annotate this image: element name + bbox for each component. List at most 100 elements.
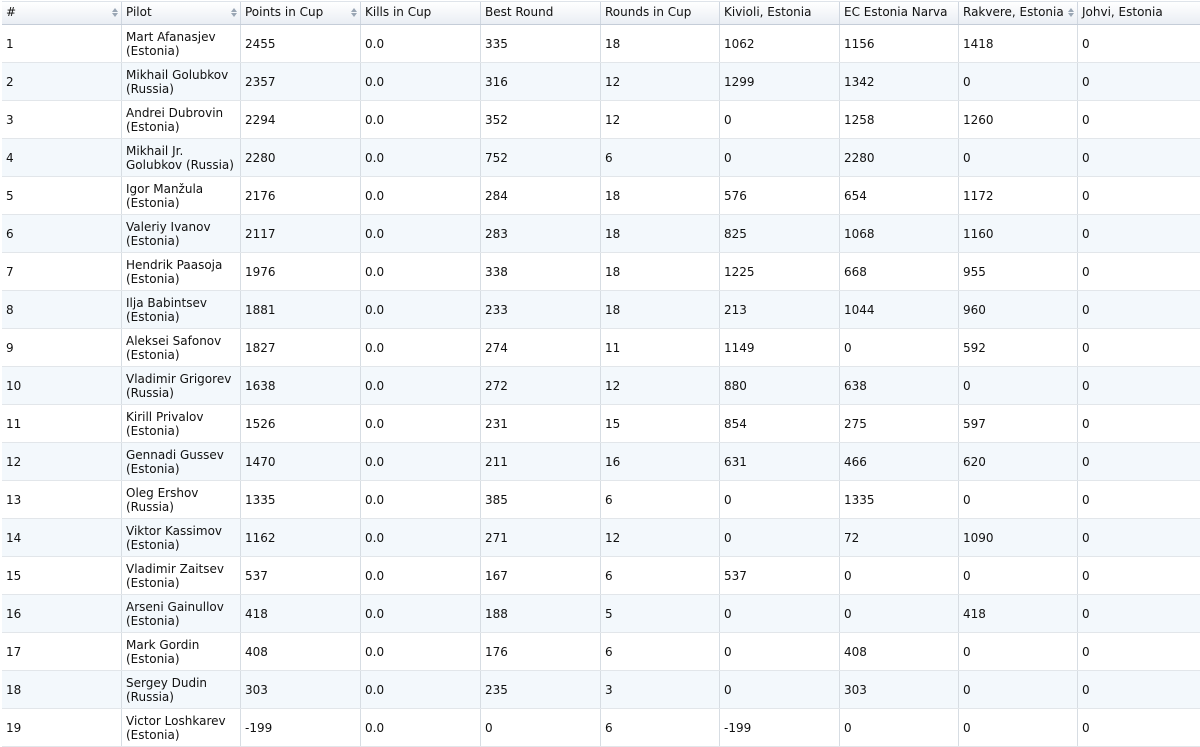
cell-johvi-estonia: 0	[1078, 215, 1200, 252]
cell-value: Vladimir Grigorev (Russia)	[126, 371, 232, 400]
column-header-rank[interactable]: #	[2, 2, 122, 24]
cell-rounds-in-cup: 18	[601, 291, 720, 328]
cell-value: 0	[963, 682, 971, 697]
cell-value: 1258	[844, 112, 875, 127]
column-header-kivioli-estonia[interactable]: Kivioli, Estonia	[720, 2, 840, 24]
cell-best-round: 235	[481, 671, 601, 708]
cell-rakvere-estonia: 1260	[959, 101, 1078, 138]
cell-johvi-estonia: 0	[1078, 481, 1200, 518]
cell-value: 1418	[963, 36, 994, 51]
cell-value: 592	[963, 340, 986, 355]
cell-value: 0	[1082, 188, 1090, 203]
table-row[interactable]: 14 Viktor Kassimov (Estonia) 1162 0.0 271 12 0…	[2, 519, 1200, 557]
table-row[interactable]: 11 Kirill Privalov (Estonia) 1526 0.0 231 15 8…	[2, 405, 1200, 443]
sort-icon[interactable]	[1068, 8, 1074, 18]
cell-value: Mart Afanasjev (Estonia)	[126, 29, 216, 58]
column-header-ec-estonia-narva[interactable]: EC Estonia Narva	[840, 2, 959, 24]
column-header-best-round[interactable]: Best Round	[481, 2, 601, 24]
column-header-rakvere-estonia[interactable]: Rakvere, Estonia	[959, 2, 1078, 24]
cell-value: 12	[605, 530, 621, 545]
cell-ec-estonia-narva: 1335	[840, 481, 959, 518]
cell-value: Sergey Dudin (Russia)	[126, 675, 208, 704]
cell-points-in-cup: 1976	[241, 253, 361, 290]
sort-icon[interactable]	[231, 8, 237, 18]
cell-rounds-in-cup: 18	[601, 177, 720, 214]
cell-rakvere-estonia: 597	[959, 405, 1078, 442]
table-row[interactable]: 8 Ilja Babintsev (Estonia) 1881 0.0 233 18 213…	[2, 291, 1200, 329]
cell-rank: 6	[2, 215, 122, 252]
cell-ec-estonia-narva: 0	[840, 595, 959, 632]
cell-rakvere-estonia: 0	[959, 367, 1078, 404]
table-row[interactable]: 16 Arseni Gainullov (Estonia) 418 0.0 188 5 0 0…	[2, 595, 1200, 633]
cell-value: 274	[485, 340, 508, 355]
table-row[interactable]: 10 Vladimir Grigorev (Russia) 1638 0.0 272 12…	[2, 367, 1200, 405]
cell-value: 1062	[724, 36, 755, 51]
cell-value: 1225	[724, 264, 755, 279]
table-row[interactable]: 15 Vladimir Zaitsev (Estonia) 537 0.0 167 6 53…	[2, 557, 1200, 595]
cell-value: 0	[963, 150, 971, 165]
cell-value: 0	[724, 112, 732, 127]
table-row[interactable]: 18 Sergey Dudin (Russia) 303 0.0 235 3 0 303 0 0	[2, 671, 1200, 709]
table-row[interactable]: 7 Hendrik Paasoja (Estonia) 1976 0.0 338 18 12…	[2, 253, 1200, 291]
cell-kills-in-cup: 0.0	[361, 481, 481, 518]
table-row[interactable]: 17 Mark Gordin (Estonia) 408 0.0 176 6 0 408 0 0	[2, 633, 1200, 671]
cell-rank: 17	[2, 633, 122, 670]
cell-best-round: 385	[481, 481, 601, 518]
cell-best-round: 231	[481, 405, 601, 442]
table-row[interactable]: 2 Mikhail Golubkov (Russia) 2357 0.0 316 12 12…	[2, 63, 1200, 101]
cell-rank: 1	[2, 25, 122, 62]
column-header-johvi-estonia[interactable]: Johvi, Estonia	[1078, 2, 1200, 24]
cell-kills-in-cup: 0.0	[361, 519, 481, 556]
cell-ec-estonia-narva: 1342	[840, 63, 959, 100]
cell-value: 0	[1082, 226, 1090, 241]
cell-value: 1342	[844, 74, 875, 89]
table-row[interactable]: 12 Gennadi Gussev (Estonia) 1470 0.0 211 16 63…	[2, 443, 1200, 481]
column-header-label: Best Round	[485, 5, 554, 19]
cell-value: 0	[1082, 264, 1090, 279]
cell-value: Mikhail Golubkov (Russia)	[126, 67, 229, 96]
cell-value: 0.0	[365, 682, 385, 697]
cell-value: 0	[844, 340, 852, 355]
cell-kivioli-estonia: 631	[720, 443, 840, 480]
cell-rounds-in-cup: 6	[601, 633, 720, 670]
cell-ec-estonia-narva: 408	[840, 633, 959, 670]
cell-points-in-cup: 1335	[241, 481, 361, 518]
table-row[interactable]: 19 Victor Loshkarev (Estonia) -199 0.0 0 6 -19…	[2, 709, 1200, 747]
cell-johvi-estonia: 0	[1078, 367, 1200, 404]
cell-pilot: Arseni Gainullov (Estonia)	[122, 595, 241, 632]
column-header-kills-in-cup[interactable]: Kills in Cup	[361, 2, 481, 24]
cell-value: Igor Manžula (Estonia)	[126, 181, 204, 210]
column-header-points-in-cup[interactable]: Points in Cup	[241, 2, 361, 24]
cell-rounds-in-cup: 3	[601, 671, 720, 708]
cell-value: 303	[844, 682, 867, 697]
sort-icon[interactable]	[112, 8, 118, 18]
table-row[interactable]: 13 Oleg Ershov (Russia) 1335 0.0 385 6 0 1335 0 0	[2, 481, 1200, 519]
table-row[interactable]: 5 Igor Manžula (Estonia) 2176 0.0 284 18 576 65…	[2, 177, 1200, 215]
cell-best-round: 352	[481, 101, 601, 138]
cell-rank: 3	[2, 101, 122, 138]
cell-rakvere-estonia: 0	[959, 633, 1078, 670]
cell-value: 0	[724, 644, 732, 659]
cell-best-round: 274	[481, 329, 601, 366]
sort-icon[interactable]	[351, 8, 357, 18]
table-row[interactable]: 1 Mart Afanasjev (Estonia) 2455 0.0 335 18 106…	[2, 25, 1200, 63]
cell-value: 0	[1082, 568, 1090, 583]
cell-rakvere-estonia: 0	[959, 671, 1078, 708]
cell-value: 854	[724, 416, 747, 431]
cell-value: 18	[605, 302, 621, 317]
table-row[interactable]: 3 Andrei Dubrovin (Estonia) 2294 0.0 352 12 0 1…	[2, 101, 1200, 139]
cell-value: Victor Loshkarev (Estonia)	[126, 713, 226, 742]
table-row[interactable]: 6 Valeriy Ivanov (Estonia) 2117 0.0 283 18 825…	[2, 215, 1200, 253]
column-header-label: Johvi, Estonia	[1082, 5, 1163, 19]
cell-value: 188	[485, 606, 508, 621]
cell-value: 0.0	[365, 150, 385, 165]
cell-value: 231	[485, 416, 508, 431]
cell-value: 0.0	[365, 36, 385, 51]
column-header-rounds-in-cup[interactable]: Rounds in Cup	[601, 2, 720, 24]
cell-best-round: 752	[481, 139, 601, 176]
cell-points-in-cup: -199	[241, 709, 361, 746]
cell-kills-in-cup: 0.0	[361, 633, 481, 670]
table-row[interactable]: 4 Mikhail Jr. Golubkov (Russia) 2280 0.0 752…	[2, 139, 1200, 177]
table-row[interactable]: 9 Aleksei Safonov (Estonia) 1827 0.0 274 11 11…	[2, 329, 1200, 367]
column-header-pilot[interactable]: Pilot	[122, 2, 241, 24]
